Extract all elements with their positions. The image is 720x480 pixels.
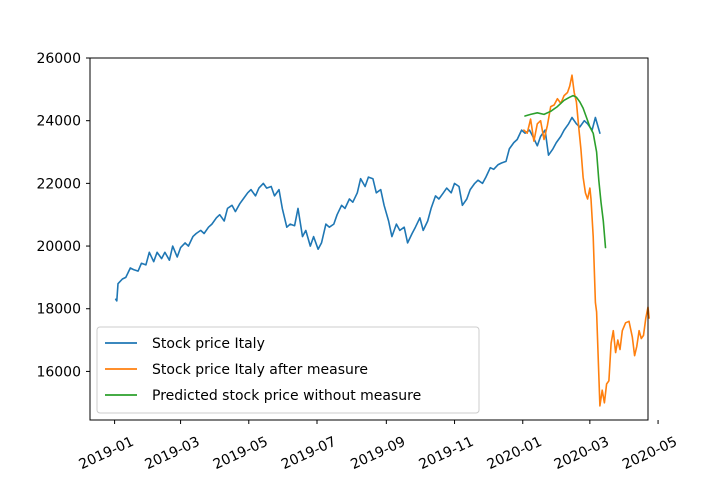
y-tick-label: 16000	[36, 364, 81, 380]
legend-label-3: Predicted stock price without measure	[152, 388, 421, 404]
x-tick-label: 2020-05	[620, 434, 680, 473]
series-line-1	[114, 116, 601, 302]
legend-box	[96, 326, 480, 414]
y-tick-label: 20000	[36, 239, 81, 255]
x-tick-label: 2019-01	[77, 434, 137, 473]
y-tick-label: 18000	[36, 302, 81, 318]
series-line-2	[523, 74, 650, 407]
legend-label-2: Stock price Italy after measure	[152, 362, 368, 378]
y-axis: 16000 18000 20000 22000 24000 26000	[36, 51, 90, 380]
series-line-3	[524, 94, 607, 249]
y-tick-label: 26000	[36, 51, 81, 67]
y-tick-label: 22000	[36, 176, 81, 192]
plot-frame	[89, 57, 649, 421]
series-layer	[114, 74, 650, 407]
x-tick-label: 2019-03	[143, 434, 203, 473]
legend-label-1: Stock price Italy	[152, 336, 265, 352]
x-tick-label: 2019-07	[279, 434, 339, 473]
x-tick-label: 2019-11	[417, 434, 477, 473]
x-axis: 2019-01 2019-03 2019-05 2019-07 2019-09 2019-…	[77, 420, 680, 473]
x-tick-label: 2019-05	[211, 434, 271, 473]
y-tick-label: 24000	[36, 114, 81, 130]
legend: Stock price Italy Stock price Italy after…	[96, 326, 480, 414]
x-tick-label: 2019-09	[348, 434, 408, 473]
x-tick-label: 2020-03	[552, 434, 612, 473]
x-tick-label: 2020-01	[485, 434, 545, 473]
